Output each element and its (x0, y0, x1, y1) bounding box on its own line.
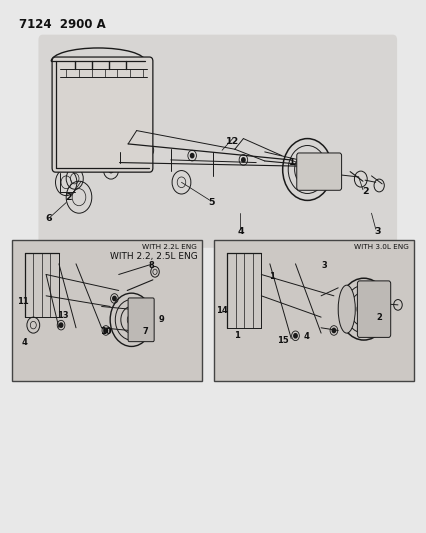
Text: 3: 3 (321, 261, 327, 270)
Text: WITH 2.2L ENG: WITH 2.2L ENG (141, 244, 196, 250)
FancyBboxPatch shape (357, 281, 390, 337)
FancyBboxPatch shape (128, 298, 154, 342)
Text: 3: 3 (374, 228, 380, 236)
Circle shape (59, 323, 63, 327)
Text: 1: 1 (233, 332, 239, 340)
Bar (12, 240, 201, 381)
Text: 7: 7 (142, 327, 148, 336)
Text: 2: 2 (65, 193, 72, 201)
FancyBboxPatch shape (52, 57, 153, 172)
Text: 4: 4 (303, 333, 309, 341)
Text: 5: 5 (207, 198, 214, 207)
Text: 15: 15 (276, 336, 288, 344)
Text: 12: 12 (225, 137, 239, 146)
FancyBboxPatch shape (296, 153, 341, 190)
Circle shape (147, 148, 151, 152)
Ellipse shape (337, 285, 354, 333)
Circle shape (241, 158, 245, 162)
Circle shape (293, 334, 296, 338)
Text: WITH 3.0L ENG: WITH 3.0L ENG (353, 244, 408, 250)
Circle shape (112, 296, 116, 301)
Text: 2: 2 (375, 313, 381, 321)
Text: WITH 2.2, 2.5L ENG: WITH 2.2, 2.5L ENG (109, 252, 197, 261)
Circle shape (104, 328, 107, 333)
Text: 13: 13 (57, 311, 69, 320)
Text: 14: 14 (216, 306, 227, 314)
Text: 1: 1 (288, 158, 295, 167)
Text: 6: 6 (46, 214, 52, 223)
Text: 11: 11 (17, 297, 29, 305)
Circle shape (331, 328, 335, 333)
Bar (214, 240, 413, 381)
Text: 1: 1 (269, 272, 275, 280)
Text: 10: 10 (100, 327, 112, 336)
Text: 4: 4 (237, 228, 244, 236)
Circle shape (108, 166, 113, 173)
FancyBboxPatch shape (38, 35, 396, 248)
Text: 2: 2 (361, 188, 368, 196)
Text: 8: 8 (148, 261, 154, 270)
Circle shape (190, 154, 193, 158)
Bar (12, 240, 201, 381)
Text: 7124  2900 A: 7124 2900 A (19, 18, 106, 30)
Text: 9: 9 (158, 316, 164, 324)
Bar (214, 240, 413, 381)
Text: 4: 4 (22, 338, 28, 346)
